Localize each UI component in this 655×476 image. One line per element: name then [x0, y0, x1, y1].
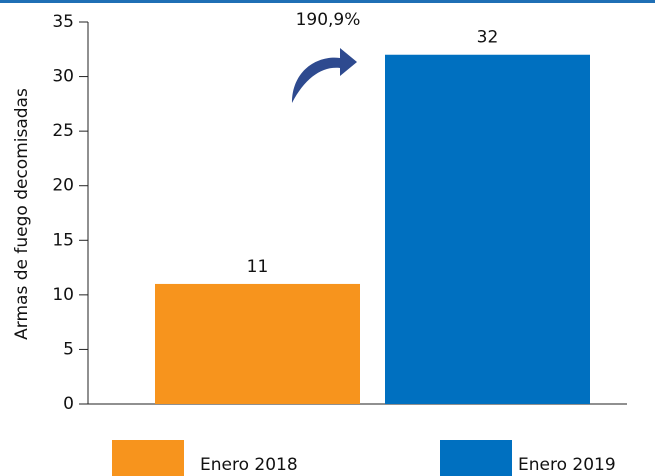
y-tick-label: 15: [52, 230, 74, 250]
y-tick-label: 10: [52, 285, 74, 305]
annotation: 190,9%: [296, 10, 361, 30]
y-axis-label: Armas de fuego decomisadas: [12, 88, 32, 340]
y-tick-label: 25: [52, 121, 74, 141]
y-tick-label: 5: [63, 339, 74, 359]
data-label: 11: [247, 257, 269, 277]
y-tick-label: 20: [52, 176, 74, 196]
legend-swatch: [440, 440, 512, 476]
arrow-icon: [292, 48, 357, 103]
legend-label: Enero 2018: [200, 455, 298, 475]
y-tick-label: 0: [63, 394, 74, 414]
data-label: 32: [477, 28, 499, 48]
legend-swatch: [112, 440, 184, 476]
y-tick-label: 35: [52, 12, 74, 32]
top-rule: [0, 0, 655, 3]
bar: [385, 54, 590, 404]
bar: [155, 283, 360, 404]
y-tick-label: 30: [52, 67, 74, 87]
legend-label: Enero 2019: [518, 455, 616, 475]
